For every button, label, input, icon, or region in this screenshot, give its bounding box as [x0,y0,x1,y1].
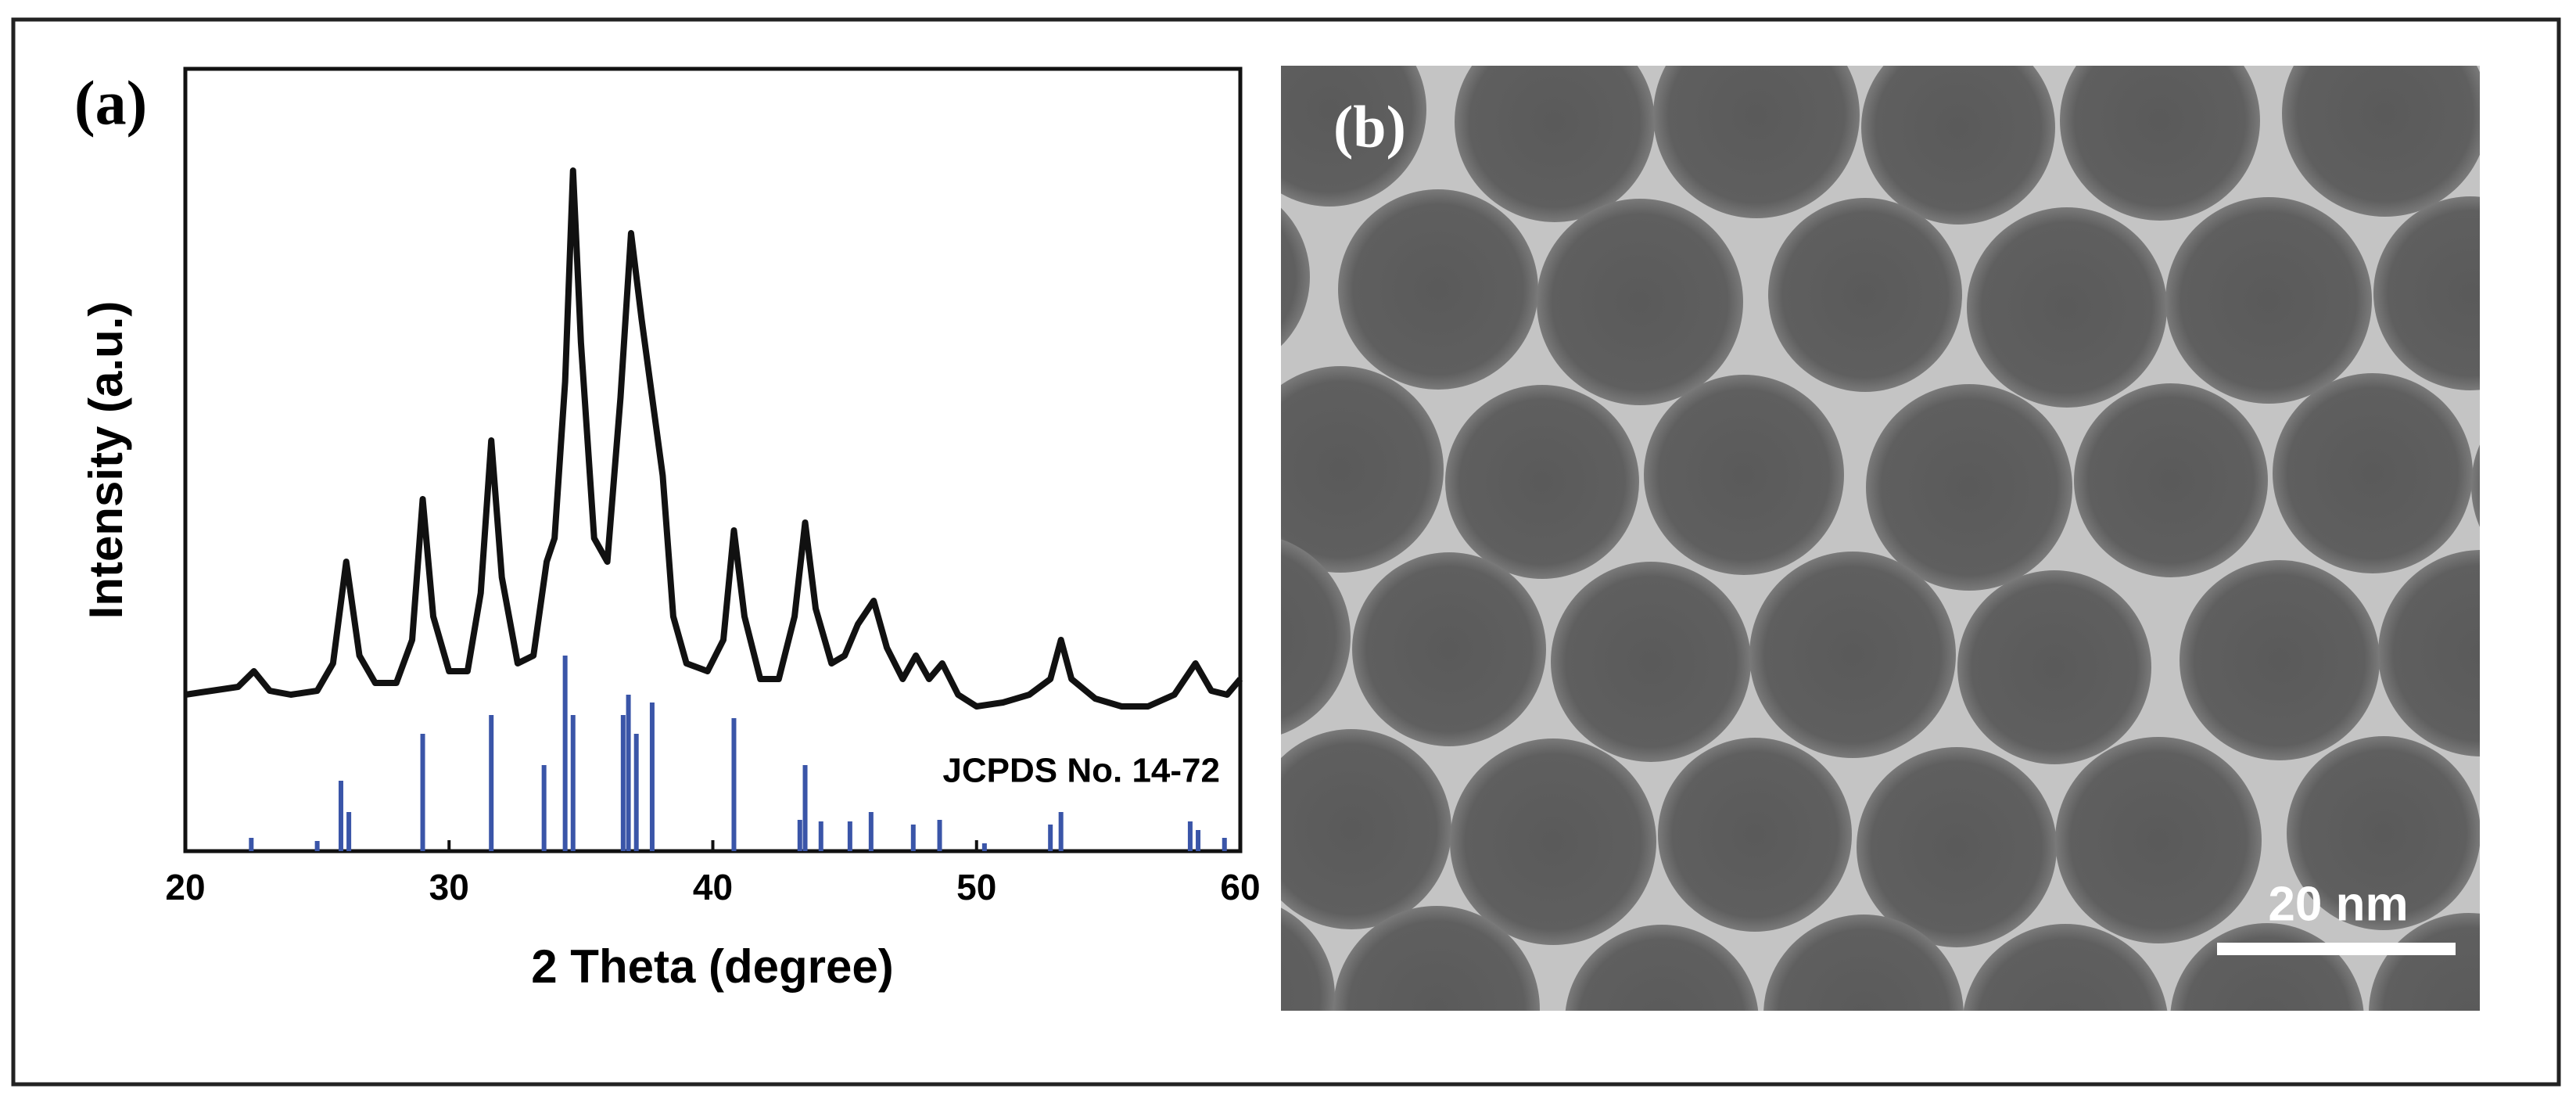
panel-label: (b) [1333,94,1406,160]
nanoparticle [1957,570,2151,764]
nanoparticle [1749,552,1956,758]
nanoparticle [1281,66,1426,207]
nanoparticle [1644,375,1844,575]
reference-line [346,812,352,851]
reference-line [802,765,808,851]
reference-line [620,715,626,851]
nanoparticle [1029,720,1223,914]
reference-line [1222,838,1227,851]
x-tick-label: 20 [165,867,205,907]
y-axis-label: Intensity (a.u.) [80,301,132,620]
nanoparticle [1281,207,1310,347]
reference-line [649,703,655,851]
reference-line [937,820,942,851]
tem-image [1010,0,2576,1011]
reference-line [1196,830,1201,851]
nanoparticle [1653,66,1860,218]
nanoparticle [2180,560,2380,760]
nanoparticle [1010,3,1198,191]
scale-bar [2217,943,2456,955]
xrd-line [185,167,1243,710]
nanoparticle [2060,66,2260,221]
nanoparticle [1658,738,1852,932]
nanoparticle [1953,0,2159,51]
nanoparticle [1281,729,1451,929]
nanoparticle [1039,357,1239,557]
reference-line [626,695,631,851]
scale-bar-label: 20 nm [2268,877,2408,931]
nanoparticle [1333,906,1540,1011]
reference-line [981,843,987,851]
nanoparticle [1135,0,1316,8]
x-tick-label: 40 [693,867,733,907]
reference-line [910,825,916,851]
nanoparticle [2273,373,2473,573]
nanoparticle [1565,925,1759,1011]
nanoparticle [2471,444,2480,527]
nanoparticle [2282,66,2480,217]
nanoparticle [1967,207,2167,408]
nanoparticle [1861,66,2055,225]
x-tick-label: 50 [956,867,996,907]
x-axis-label: 2 Theta (degree) [531,940,893,993]
reference-line [847,821,852,851]
reference-line [420,734,425,851]
nanoparticle [1857,747,2057,947]
nanoparticle [2383,0,2576,34]
nanoparticle [2369,913,2480,1011]
reference-line [1058,812,1064,851]
reference-line [868,812,874,851]
nanoparticle [2287,736,2480,930]
nanoparticle [2055,737,2262,943]
nanoparticle [2485,746,2576,946]
reference-line [562,656,568,851]
panel-label: (a) [74,69,147,138]
nanoparticle [2165,197,2372,404]
nanoparticle [1338,189,1538,390]
nanoparticle [1768,198,1962,392]
reference-line [633,734,639,851]
reference-line [489,715,494,851]
x-tick-label: 30 [429,867,469,907]
nanoparticle [2378,550,2480,756]
nanoparticle [1963,924,2168,1011]
reference-line [338,781,343,851]
reference-line [1048,825,1053,851]
reference-line [541,765,547,851]
nanoparticle [1445,385,1639,579]
plot-frame [183,66,1243,853]
nanoparticle [2490,29,2576,223]
reference-line [570,715,576,851]
x-tick-label: 60 [1220,867,1260,907]
nanoparticle [1763,915,1964,1011]
reference-line [818,821,823,851]
nanoparticle [1551,562,1751,762]
nanoparticle [1281,366,1444,573]
nanoparticle [1450,738,1656,945]
nanoparticle [1281,539,1351,735]
nanoparticle [2373,196,2480,390]
reference-line [314,841,320,851]
nanoparticle [2074,383,2268,577]
nanoparticle [1537,199,1743,405]
nanoparticle [1866,384,2072,591]
figure-border [11,17,2561,1087]
reference-line [249,838,254,851]
nanoparticle [1455,66,1655,222]
reference-label: JCPDS No. 14-72 [942,752,1220,790]
nanoparticle [1281,907,1335,1011]
nanoparticle [1352,552,1546,746]
reference-line [1187,821,1193,851]
reference-line [797,820,802,851]
reference-line [731,718,737,851]
